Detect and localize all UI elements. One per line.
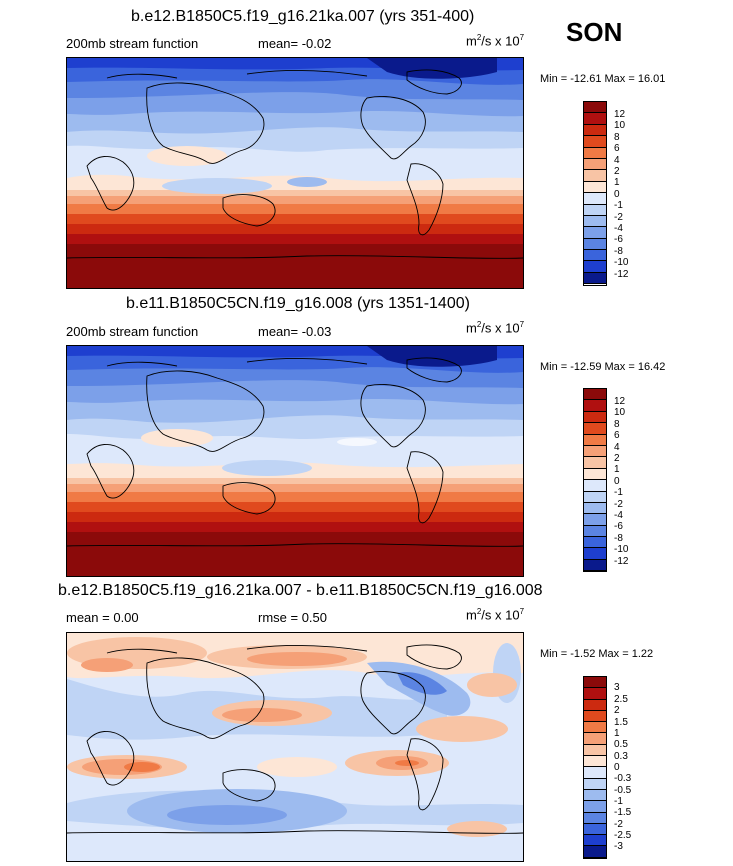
panel2-cbar-label: 6 [614,430,620,441]
panel1-cbar-label: -2 [614,212,623,223]
panel1-cbar-label: -10 [614,257,629,268]
panel3-cbar-label: -3 [614,841,623,852]
panel3-cbar-label: 0.3 [614,751,628,762]
panel3-cbar-label: -1 [614,796,623,807]
panel1-title: b.e12.B1850C5.f19_g16.21ka.007 (yrs 351-… [131,8,475,25]
panel2-colorbar: 12 10 8 6 4 2 1 0 -1 -2 -4 -6 -8 -10 -12 [583,388,628,572]
panel3-cbar-label: -2.5 [614,830,632,841]
panel1-mean: mean= -0.02 [258,36,332,51]
panel3-cbar-label: 1.5 [614,717,628,728]
panel2-mean: mean= -0.03 [258,324,332,339]
panel3-rmse: rmse = 0.50 [258,610,328,625]
panel1-cbar-label: 0 [614,189,620,200]
panel3-cbar-label: -0.5 [614,785,632,796]
panel1-map [66,57,524,289]
panel3-contour-field [67,633,523,861]
panel2-cbar-label: -8 [614,533,623,544]
panel1-cbar-label: -6 [614,234,623,245]
panel1-cbar-label: -8 [614,246,623,257]
panel2-cbar-label: -12 [614,556,629,567]
panel3-cbar-label: 2 [614,705,620,716]
panel1-cbar-label: 10 [614,120,626,131]
panel1-cbar-label: 6 [614,143,620,154]
panel3-cbar-label: -1.5 [614,807,632,818]
panel1-cbar-label: 12 [614,109,626,120]
panel2-cbar-label: 1 [614,464,620,475]
panel1-minmax: Min = -12.61 Max = 16.01 [540,73,666,85]
panel1-cbar-label: -1 [614,200,623,211]
panel3-cbar-label: 2.5 [614,694,628,705]
panel2-units: m2/s x 107 [466,320,525,336]
panel2-cbar-label: 0 [614,476,620,487]
panel2-field-label: 200mb stream function [66,324,199,339]
panel1-cbar-label: 2 [614,166,620,177]
panel2-cbar-label: 12 [614,396,626,407]
panel1-cbar-label: 4 [614,155,620,166]
panel1-field-label: 200mb stream function [66,36,199,51]
panel2-cbar-label: 2 [614,453,620,464]
panel2-map [66,345,524,577]
panel2-cbar-label: 8 [614,419,620,430]
panel2-cbar-label: 4 [614,442,620,453]
panel3-mean: mean = 0.00 [66,610,139,625]
panel2-cbar-label: 10 [614,407,626,418]
panel1-cbar-label: -12 [614,269,629,280]
panel3-cbar-label: -2 [614,819,623,830]
panel1-cbar-label: 1 [614,177,620,188]
panel1-colorbar: 12 10 8 6 4 2 1 0 -1 -2 -4 -6 -8 -10 -12 [583,101,628,286]
panel3-cbar-label: 0.5 [614,739,628,750]
panel1-contour-field [67,58,523,288]
panel3-units: m2/s x 107 [466,607,525,623]
panel3-cbar-label: 1 [614,728,620,739]
panel2-cbar-label: -2 [614,499,623,510]
panel2-cbar-label: -6 [614,521,623,532]
panel3-colorbar: 3 2.5 2 1.5 1 0.5 0.3 0 -0.3 -0.5 -1 -1.… [583,676,631,859]
panel1-units: m2/s x 107 [466,33,525,49]
panel3-minmax: Min = -1.52 Max = 1.22 [540,648,654,660]
panel3-cbar-label: 3 [614,682,620,693]
panel3-title: b.e12.B1850C5.f19_g16.21ka.007 - b.e11.B… [58,582,543,599]
panel3-cbar-label: -0.3 [614,773,632,784]
panel3-map [66,632,524,862]
panel2-cbar-label: -4 [614,510,623,521]
panel3-cbar-label: 0 [614,762,620,773]
season-label: SON [566,17,623,47]
panel2-minmax: Min = -12.59 Max = 16.42 [540,361,666,373]
panel2-cbar-label: -10 [614,544,629,555]
panel2-cbar-label: -1 [614,487,623,498]
panel1-cbar-label: -4 [614,223,623,234]
panel1-cbar-label: 8 [614,132,620,143]
panel2-contour-field [67,346,523,576]
panel2-title: b.e11.B1850C5CN.f19_g16.008 (yrs 1351-14… [126,295,470,312]
